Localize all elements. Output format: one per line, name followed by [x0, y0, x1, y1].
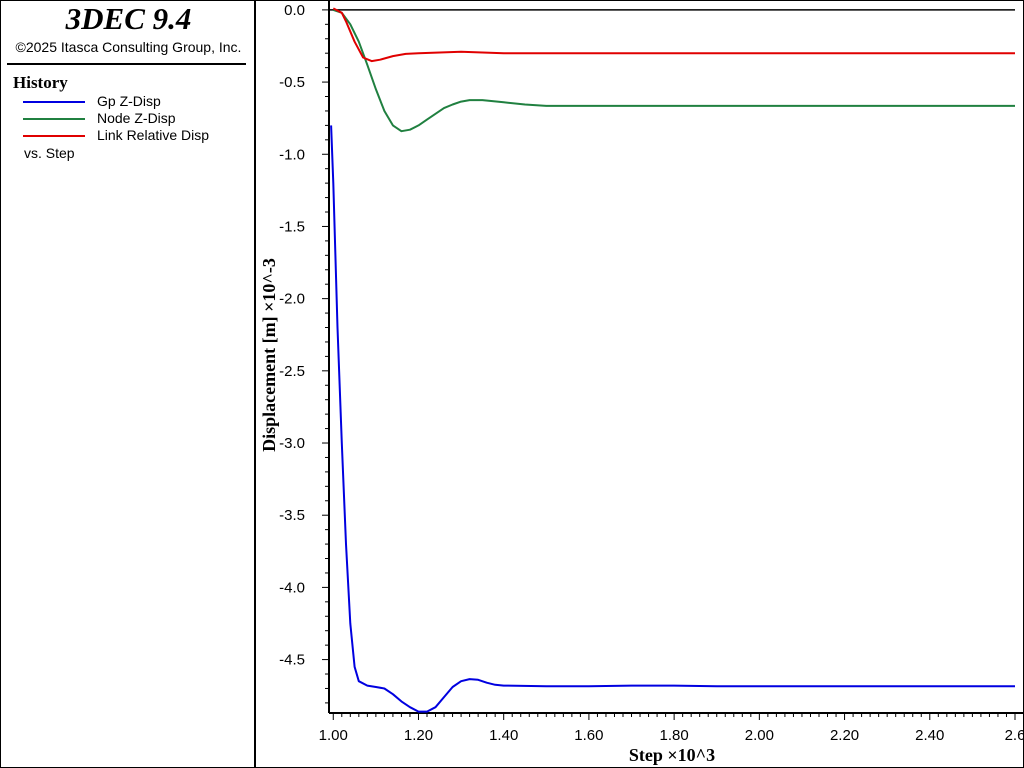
x-tick-label: 1.00 — [319, 727, 348, 744]
legend-item-gp-z-disp: Gp Z-Disp — [23, 93, 253, 110]
x-tick-label: 2.40 — [915, 727, 944, 744]
chart-series — [330, 7, 1015, 713]
copyright-text: ©2025 Itasca Consulting Group, Inc. — [15, 39, 242, 55]
legend-label-gp-z-disp: Gp Z-Disp — [97, 93, 161, 109]
y-tick-label: -1.0 — [279, 146, 305, 163]
x-tick-label: 2.6 — [1005, 727, 1023, 744]
x-axis-title: Step ×10^3 — [629, 745, 715, 765]
x-tick-label: 2.00 — [745, 727, 774, 744]
y-tick-label: -3.0 — [279, 435, 305, 452]
y-tick-label: -4.0 — [279, 579, 305, 596]
legend-panel: 3DEC 9.4 ©2025 Itasca Consulting Group, … — [1, 1, 256, 767]
y-tick-label: -2.0 — [279, 291, 305, 308]
legend-item-node-z-disp: Node Z-Disp — [23, 110, 253, 127]
legend-swatch-link-relative-disp — [23, 135, 85, 137]
chart-axes: 0.0 -0.5 -1.0 -1.5 -2.0 -2.5 -3.0 -3.5 -4.0 -4.5 1… — [279, 1, 1023, 744]
legend-label-node-z-disp: Node Z-Disp — [97, 110, 176, 126]
x-tick-label: 1.20 — [404, 727, 433, 744]
history-chart: 0.0 -0.5 -1.0 -1.5 -2.0 -2.5 -3.0 -3.5 -4.0 -4.5 1… — [259, 1, 1023, 765]
series-line-gp-z-disp — [330, 125, 1015, 713]
y-tick-label: 0.0 — [284, 2, 305, 19]
x-tick-label: 1.60 — [574, 727, 603, 744]
legend-swatch-gp-z-disp — [23, 101, 85, 103]
legend-label-link-relative-disp: Link Relative Disp — [97, 127, 210, 143]
y-tick-label: -3.5 — [279, 507, 305, 524]
x-tick-label: 1.80 — [660, 727, 689, 744]
history-heading: History — [13, 73, 68, 92]
series-line-node-z-disp — [332, 8, 1015, 133]
x-tick-label: 2.20 — [830, 727, 859, 744]
app-title: 3DEC 9.4 — [65, 1, 192, 36]
legend-item-link-relative-disp: Link Relative Disp — [23, 127, 253, 144]
y-tick-label: -4.5 — [279, 652, 305, 669]
y-tick-label: -2.5 — [279, 363, 305, 380]
y-tick-label: -1.5 — [279, 218, 305, 235]
y-tick-label: -0.5 — [279, 74, 305, 91]
vs-step-label: vs. Step — [24, 145, 75, 161]
legend-swatch-node-z-disp — [23, 118, 85, 120]
series-line-link-relative-disp — [332, 7, 1015, 63]
title-divider — [7, 63, 246, 65]
y-axis-title: Displacement [m] ×10^-3 — [259, 258, 279, 452]
x-tick-label: 1.40 — [489, 727, 518, 744]
